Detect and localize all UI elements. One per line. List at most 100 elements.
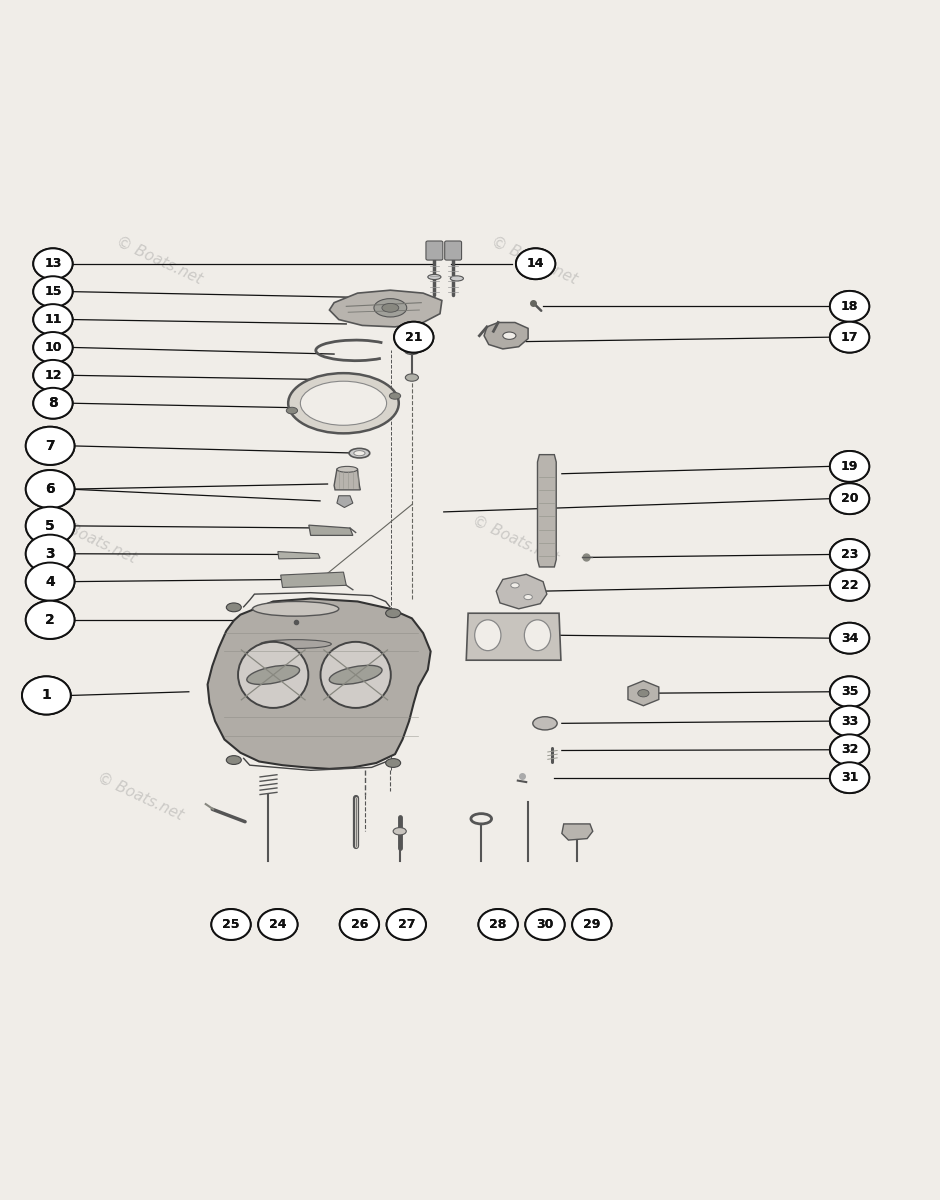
Ellipse shape	[337, 467, 357, 473]
Circle shape	[830, 539, 870, 570]
Text: © Boats.net: © Boats.net	[48, 514, 139, 566]
Text: 5: 5	[45, 518, 55, 533]
Circle shape	[339, 910, 379, 940]
Circle shape	[25, 563, 74, 601]
Text: 24: 24	[269, 918, 287, 931]
Circle shape	[830, 762, 870, 793]
Text: © Boats.net: © Boats.net	[489, 234, 580, 287]
Circle shape	[212, 910, 251, 940]
Text: 18: 18	[841, 300, 858, 313]
Ellipse shape	[405, 374, 418, 382]
Ellipse shape	[450, 276, 463, 281]
Text: 1: 1	[41, 689, 52, 702]
Text: 3: 3	[45, 547, 55, 560]
Ellipse shape	[247, 665, 300, 684]
Circle shape	[25, 535, 74, 572]
Circle shape	[830, 677, 870, 707]
Ellipse shape	[524, 594, 532, 600]
Circle shape	[830, 570, 870, 601]
Circle shape	[830, 539, 870, 570]
Circle shape	[25, 506, 74, 545]
Polygon shape	[278, 552, 320, 559]
Text: © Boats.net: © Boats.net	[95, 770, 186, 823]
Text: 21: 21	[405, 331, 422, 343]
Text: 15: 15	[44, 286, 62, 298]
Text: 20: 20	[840, 492, 858, 505]
Text: 26: 26	[351, 918, 368, 931]
Text: 6: 6	[45, 482, 55, 496]
Polygon shape	[484, 323, 528, 349]
Ellipse shape	[393, 828, 406, 835]
Ellipse shape	[253, 601, 338, 616]
Circle shape	[386, 910, 426, 940]
Ellipse shape	[533, 716, 557, 730]
Polygon shape	[538, 455, 556, 566]
Circle shape	[25, 470, 74, 509]
FancyBboxPatch shape	[445, 241, 462, 260]
Ellipse shape	[385, 758, 400, 767]
Circle shape	[25, 535, 74, 572]
Circle shape	[572, 910, 612, 940]
Text: 7: 7	[45, 439, 55, 452]
Text: 22: 22	[840, 578, 858, 592]
Ellipse shape	[321, 642, 391, 708]
Text: 23: 23	[841, 548, 858, 560]
Polygon shape	[281, 572, 346, 588]
Circle shape	[33, 360, 72, 391]
Text: 17: 17	[840, 331, 858, 343]
Circle shape	[830, 484, 870, 514]
Circle shape	[830, 734, 870, 766]
Circle shape	[212, 910, 251, 940]
Circle shape	[33, 304, 72, 335]
Text: 11: 11	[44, 313, 62, 326]
Text: 2: 2	[45, 613, 55, 626]
Text: 11: 11	[44, 313, 62, 326]
Circle shape	[33, 360, 72, 391]
Circle shape	[22, 677, 70, 714]
Polygon shape	[253, 608, 338, 644]
Text: 19: 19	[841, 460, 858, 473]
Text: 25: 25	[222, 918, 240, 931]
Text: 33: 33	[841, 715, 858, 727]
Text: 6: 6	[45, 482, 55, 496]
Circle shape	[830, 290, 870, 322]
Ellipse shape	[329, 665, 382, 684]
Text: 4: 4	[45, 575, 55, 589]
Text: 12: 12	[44, 368, 62, 382]
Circle shape	[25, 427, 74, 464]
Ellipse shape	[385, 608, 400, 618]
Circle shape	[478, 910, 518, 940]
Ellipse shape	[287, 407, 298, 414]
Polygon shape	[562, 824, 593, 840]
Circle shape	[394, 322, 433, 353]
Text: 2: 2	[45, 613, 55, 626]
Text: 31: 31	[841, 772, 858, 784]
Circle shape	[25, 506, 74, 545]
Ellipse shape	[389, 392, 400, 400]
Text: 28: 28	[490, 918, 507, 931]
Text: © Boats.net: © Boats.net	[114, 234, 205, 287]
Circle shape	[830, 484, 870, 514]
Text: 32: 32	[841, 743, 858, 756]
Circle shape	[33, 388, 72, 419]
Circle shape	[25, 427, 74, 464]
Ellipse shape	[382, 304, 399, 312]
Ellipse shape	[637, 690, 649, 697]
Text: 13: 13	[44, 257, 62, 270]
Circle shape	[830, 706, 870, 737]
Polygon shape	[208, 599, 431, 769]
Text: 20: 20	[840, 492, 858, 505]
Circle shape	[22, 677, 70, 714]
Circle shape	[33, 276, 72, 307]
Ellipse shape	[301, 382, 386, 425]
Circle shape	[830, 451, 870, 482]
Text: 14: 14	[526, 257, 544, 270]
Circle shape	[830, 677, 870, 707]
Text: 17: 17	[840, 331, 858, 343]
Text: © Boats.net: © Boats.net	[470, 514, 561, 566]
Ellipse shape	[374, 299, 407, 317]
Circle shape	[33, 332, 72, 362]
Circle shape	[830, 451, 870, 482]
Text: 10: 10	[44, 341, 62, 354]
Circle shape	[25, 601, 74, 638]
